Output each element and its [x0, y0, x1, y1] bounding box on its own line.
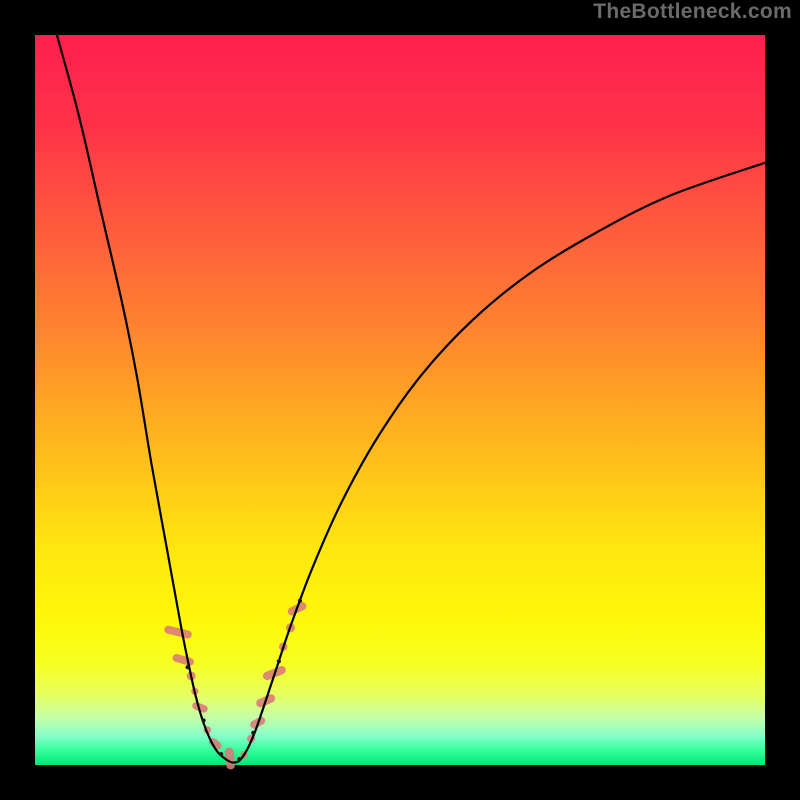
data-bead: [164, 625, 193, 640]
bottleneck-curve: [57, 35, 765, 763]
curve-dot: [219, 752, 223, 756]
curve-dot: [185, 665, 189, 669]
canvas-frame: TheBottleneck.com: [0, 0, 800, 800]
curve-dot: [202, 718, 206, 722]
curve-dot: [251, 731, 255, 735]
data-bead: [172, 653, 195, 667]
plot-overlay: [0, 0, 800, 800]
curve-markers: [185, 599, 302, 762]
watermark-text: TheBottleneck.com: [593, 0, 792, 24]
curve-dot: [277, 659, 281, 663]
curve-dot: [298, 599, 302, 603]
data-beads: [164, 601, 308, 770]
curve-dot: [237, 757, 241, 761]
